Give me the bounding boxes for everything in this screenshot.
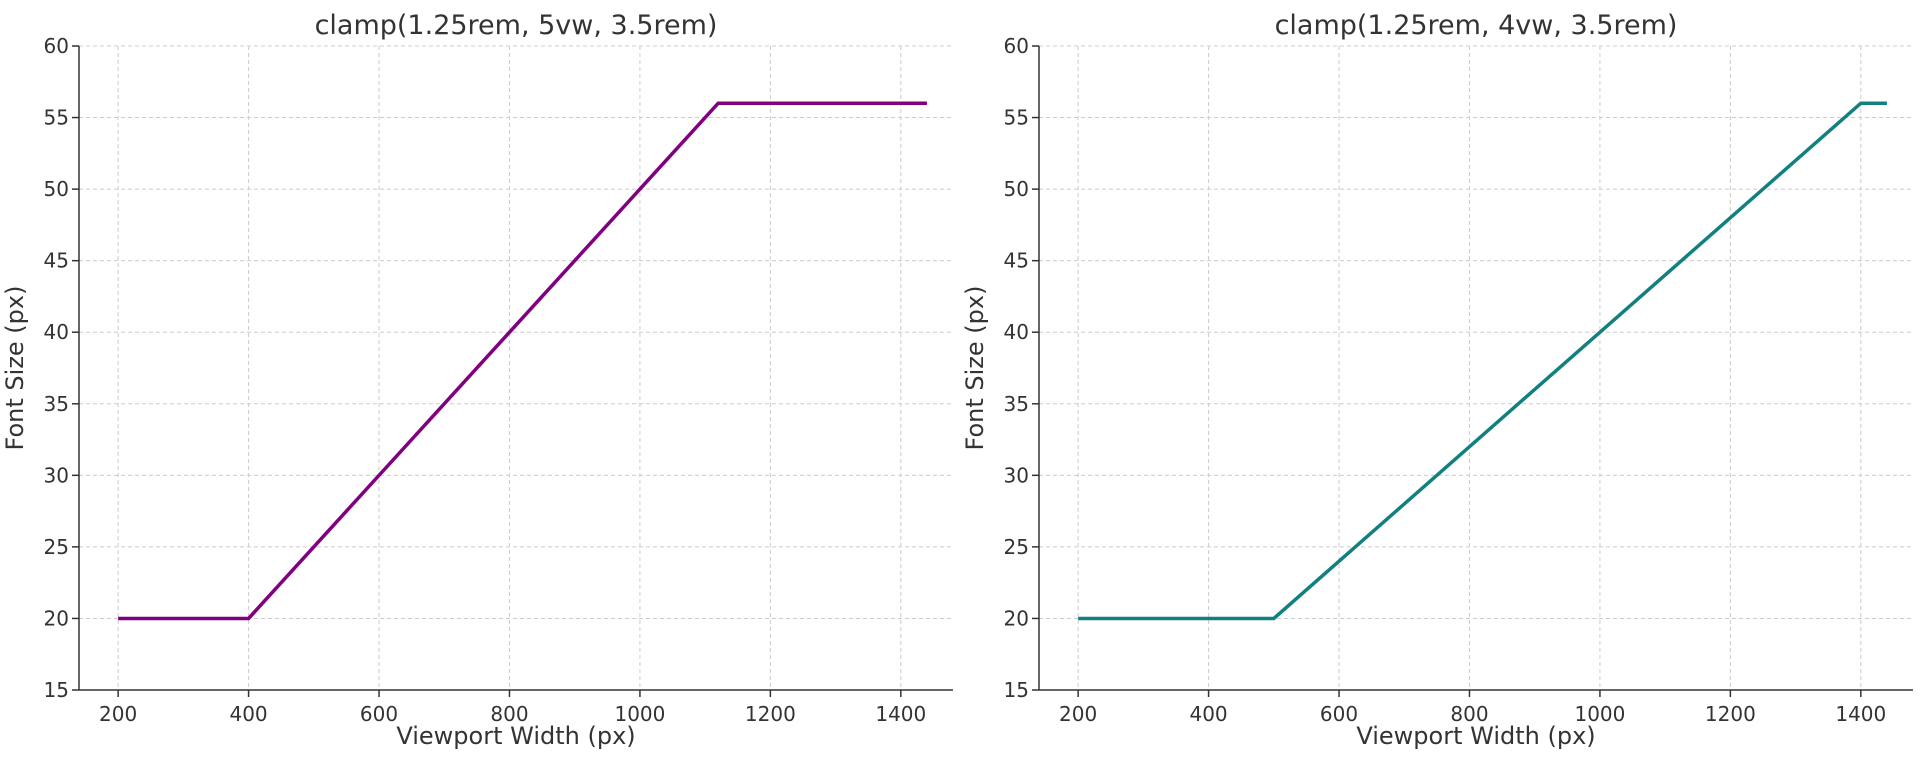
x-tick-label: 400 [229,702,267,726]
x-tick-label: 1000 [614,702,665,726]
y-tick-label: 55 [44,106,69,130]
x-axis-label: Viewport Width (px) [1356,722,1595,750]
chart-panel-1: 200 400 600 800 1000 1200 1400 15 20 25 30 35 40 45 50… [1,10,953,750]
y-tick-label: 60 [44,34,69,58]
x-tick-label: 200 [1059,702,1097,726]
y-tick-label: 15 [44,678,69,702]
chart-title: clamp(1.25rem, 4vw, 3.5rem) [1275,10,1678,41]
x-tick-label: 400 [1189,702,1227,726]
chart-panel-2: 200 400 600 800 1000 1200 1400 15 20 25 30 35 40 45 50… [961,10,1913,750]
y-tick-label: 40 [44,320,69,344]
x-tick-label: 200 [99,702,137,726]
y-tick-label: 50 [44,177,69,201]
y-tick-label: 20 [44,606,69,630]
y-tick-label: 30 [44,463,69,487]
x-tick-label: 1000 [1574,702,1625,726]
y-tick-label: 50 [1004,177,1029,201]
y-tick-label: 40 [1004,320,1029,344]
y-tick-label: 30 [1004,463,1029,487]
y-tick-label: 45 [44,249,69,273]
series-line [1078,101,1887,621]
x-tick-label: 1400 [875,702,926,726]
x-tick-label: 800 [490,702,528,726]
y-tick-label: 55 [1004,106,1029,130]
x-tick-label: 1200 [1705,702,1756,726]
x-tick-label: 600 [360,702,398,726]
y-tick-label: 35 [44,392,69,416]
y-tick-label: 45 [1004,249,1029,273]
x-tick-label: 1400 [1835,702,1886,726]
y-tick-label: 25 [44,535,69,559]
y-axis-label: Font Size (px) [961,286,989,451]
y-axis-label: Font Size (px) [1,286,29,451]
y-tick-label: 15 [1004,678,1029,702]
y-tick-label: 25 [1004,535,1029,559]
x-axis-label: Viewport Width (px) [396,722,635,750]
y-tick-label: 20 [1004,606,1029,630]
x-tick-label: 800 [1450,702,1488,726]
y-tick-label: 60 [1004,34,1029,58]
x-tick-label: 1200 [745,702,796,726]
x-tick-label: 600 [1320,702,1358,726]
y-tick-label: 35 [1004,392,1029,416]
chart-title: clamp(1.25rem, 5vw, 3.5rem) [315,10,718,41]
series-line [118,101,927,621]
